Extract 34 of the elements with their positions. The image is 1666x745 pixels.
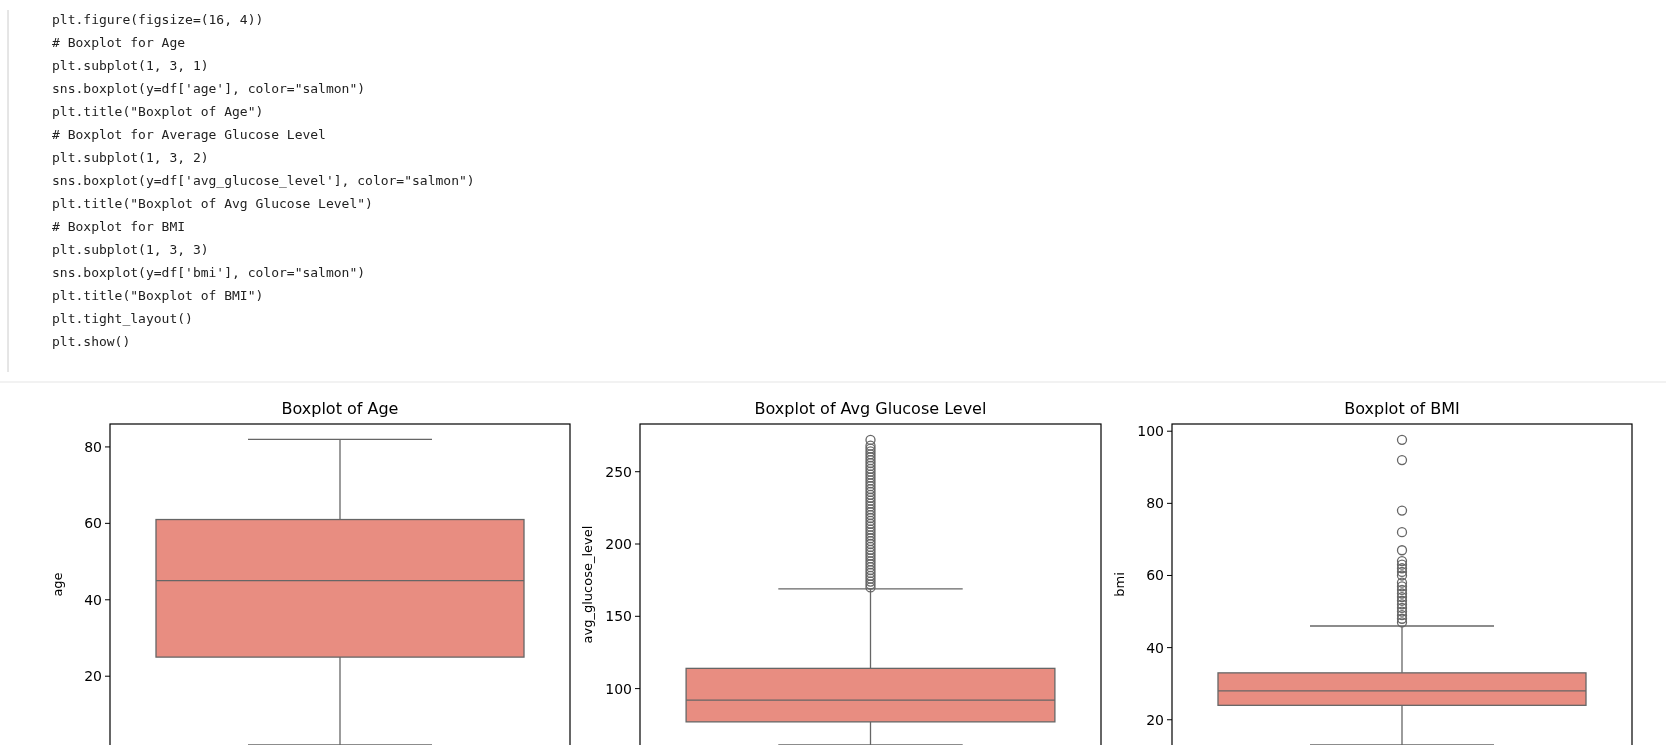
y-tick-label: 150 bbox=[605, 608, 632, 625]
text: # Boxplot for BMI bbox=[52, 219, 186, 234]
y-axis-title: bmi bbox=[1112, 572, 1127, 597]
y-tick-label: 60 bbox=[84, 515, 102, 532]
y-tick-label: 20 bbox=[1146, 711, 1164, 728]
text: plt.show() bbox=[52, 334, 131, 349]
y-tick-label: 250 bbox=[605, 463, 632, 480]
y-tick-label: 40 bbox=[1146, 639, 1164, 656]
y-axis-title: age bbox=[50, 572, 65, 597]
text: # Boxplot for Age bbox=[52, 35, 186, 50]
text: sns.boxplot(y=df['age'], color="salmon") bbox=[52, 81, 366, 96]
text: plt.tight_layout() bbox=[52, 311, 193, 326]
text: plt.title("Boxplot of BMI") bbox=[52, 288, 264, 303]
y-tick-label: 80 bbox=[84, 438, 102, 455]
text: plt.figure(figsize=(16, 4)) bbox=[52, 12, 264, 27]
text: plt.title("Boxplot of Age") bbox=[52, 104, 264, 119]
text: sns.boxplot(y=df['avg_glucose_level'], color="salmon") bbox=[52, 173, 475, 188]
chart-title: Boxplot of Age bbox=[281, 399, 399, 418]
chart-title: Boxplot of BMI bbox=[1344, 399, 1460, 418]
text: plt.subplot(1, 3, 2) bbox=[52, 150, 209, 165]
y-tick-label: 100 bbox=[605, 680, 632, 697]
y-tick-label: 60 bbox=[1146, 567, 1164, 584]
y-tick-label: 80 bbox=[1146, 495, 1164, 512]
y-tick-label: 40 bbox=[84, 591, 102, 608]
text: plt.subplot(1, 3, 1) bbox=[52, 58, 209, 73]
text: plt.subplot(1, 3, 3) bbox=[52, 242, 209, 257]
y-tick-label: 100 bbox=[1137, 423, 1164, 440]
chart-title: Boxplot of Avg Glucose Level bbox=[754, 399, 987, 418]
y-tick-label: 20 bbox=[84, 668, 102, 685]
y-tick-label: 200 bbox=[605, 535, 632, 552]
text: plt.title("Boxplot of Avg Glucose Level") bbox=[52, 196, 373, 211]
text: sns.boxplot(y=df['bmi'], color="salmon") bbox=[52, 265, 366, 280]
y-axis-title: avg_glucose_level bbox=[580, 525, 595, 644]
text: # Boxplot for Average Glucose Level bbox=[52, 127, 326, 142]
